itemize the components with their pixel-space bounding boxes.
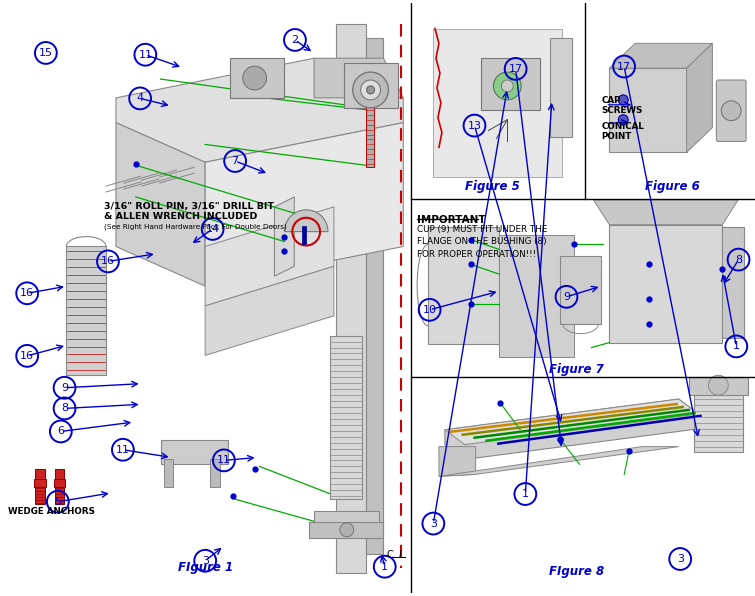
FancyBboxPatch shape [609, 68, 686, 153]
FancyBboxPatch shape [210, 460, 220, 488]
FancyBboxPatch shape [365, 38, 384, 554]
Circle shape [618, 114, 628, 125]
Circle shape [501, 80, 513, 92]
Text: 5: 5 [54, 496, 61, 507]
Text: 10: 10 [423, 305, 436, 315]
FancyBboxPatch shape [716, 80, 746, 141]
Circle shape [618, 95, 628, 105]
Polygon shape [116, 123, 205, 286]
Text: (See Right Hand Hardware Pack For Double Doors): (See Right Hand Hardware Pack For Double… [104, 224, 287, 230]
Text: 16: 16 [20, 351, 34, 361]
Text: 11: 11 [138, 49, 153, 60]
FancyBboxPatch shape [314, 511, 378, 529]
FancyBboxPatch shape [302, 226, 307, 244]
Text: 1: 1 [381, 561, 388, 572]
Text: L: L [399, 550, 404, 560]
FancyBboxPatch shape [330, 336, 362, 499]
Polygon shape [439, 446, 679, 476]
Text: 9: 9 [563, 292, 570, 302]
Text: 15: 15 [39, 48, 53, 58]
Polygon shape [66, 247, 106, 375]
Text: 17: 17 [509, 64, 522, 74]
Circle shape [367, 86, 374, 94]
Text: 16: 16 [20, 288, 34, 298]
Text: IMPORTANT: IMPORTANT [418, 215, 485, 225]
FancyBboxPatch shape [723, 226, 744, 337]
Text: 1: 1 [522, 489, 528, 499]
Text: 3: 3 [676, 554, 684, 564]
Text: 6: 6 [57, 427, 64, 436]
Text: 3: 3 [430, 519, 437, 529]
FancyBboxPatch shape [34, 479, 45, 488]
FancyBboxPatch shape [54, 470, 64, 504]
FancyBboxPatch shape [428, 226, 499, 343]
Polygon shape [609, 225, 723, 343]
FancyBboxPatch shape [54, 479, 66, 488]
FancyBboxPatch shape [559, 256, 602, 324]
Polygon shape [609, 44, 713, 68]
Text: 8: 8 [61, 403, 68, 414]
Text: Figure 5: Figure 5 [465, 180, 520, 193]
Circle shape [353, 72, 388, 108]
Text: 4: 4 [137, 94, 143, 104]
Text: 7: 7 [232, 156, 239, 166]
Polygon shape [445, 399, 698, 460]
FancyBboxPatch shape [230, 58, 285, 98]
Polygon shape [275, 197, 294, 276]
Polygon shape [433, 29, 562, 177]
Text: 1: 1 [733, 342, 740, 352]
FancyBboxPatch shape [480, 58, 540, 110]
Circle shape [361, 80, 381, 100]
Circle shape [340, 523, 354, 537]
Circle shape [721, 101, 741, 120]
Text: 16: 16 [101, 256, 115, 266]
FancyBboxPatch shape [344, 63, 399, 108]
Text: 11: 11 [217, 455, 231, 465]
Text: FIgure 8: FIgure 8 [549, 566, 604, 578]
FancyBboxPatch shape [550, 38, 572, 138]
Circle shape [494, 72, 521, 100]
Text: 3/16" ROLL PIN, 3/16" DRILL BIT
& ALLEN WRENCH INCLUDED: 3/16" ROLL PIN, 3/16" DRILL BIT & ALLEN … [104, 202, 274, 221]
FancyBboxPatch shape [35, 470, 45, 504]
Text: 11: 11 [116, 445, 130, 455]
Polygon shape [593, 200, 738, 225]
Text: Figure 6: Figure 6 [646, 180, 700, 193]
Wedge shape [285, 210, 328, 232]
Text: CONICAL
POINT: CONICAL POINT [602, 122, 644, 141]
Circle shape [243, 66, 267, 90]
Text: CUP (9) MUST FIT UNDER THE
FLANGE ON THE BUSHING (8)
FOR PROPER OPERATION!!!: CUP (9) MUST FIT UNDER THE FLANGE ON THE… [418, 225, 547, 259]
FancyBboxPatch shape [164, 460, 174, 488]
Text: CAP
SCREWS: CAP SCREWS [602, 96, 643, 115]
FancyBboxPatch shape [161, 440, 228, 464]
Polygon shape [205, 123, 403, 286]
Text: WEDGE ANCHORS: WEDGE ANCHORS [8, 507, 95, 516]
Polygon shape [499, 235, 574, 358]
Polygon shape [205, 266, 334, 355]
FancyBboxPatch shape [336, 24, 365, 573]
Text: 9: 9 [61, 383, 68, 393]
Text: 8: 8 [735, 254, 742, 265]
Polygon shape [314, 58, 403, 98]
Circle shape [708, 375, 729, 395]
Text: 13: 13 [467, 120, 482, 131]
Polygon shape [116, 58, 403, 162]
Text: FIgure 1: FIgure 1 [177, 561, 233, 575]
FancyBboxPatch shape [689, 377, 748, 395]
Polygon shape [445, 399, 698, 445]
Text: 3: 3 [202, 556, 208, 566]
Text: Figure 7: Figure 7 [550, 364, 604, 376]
Polygon shape [439, 446, 476, 476]
Polygon shape [205, 207, 334, 306]
Text: 2: 2 [291, 35, 298, 45]
Text: C: C [387, 550, 393, 560]
Text: 17: 17 [617, 61, 631, 72]
FancyBboxPatch shape [365, 88, 374, 167]
Polygon shape [686, 44, 713, 153]
FancyBboxPatch shape [7, 3, 755, 593]
FancyBboxPatch shape [694, 390, 743, 452]
FancyBboxPatch shape [309, 522, 384, 538]
Text: 14: 14 [205, 224, 220, 234]
